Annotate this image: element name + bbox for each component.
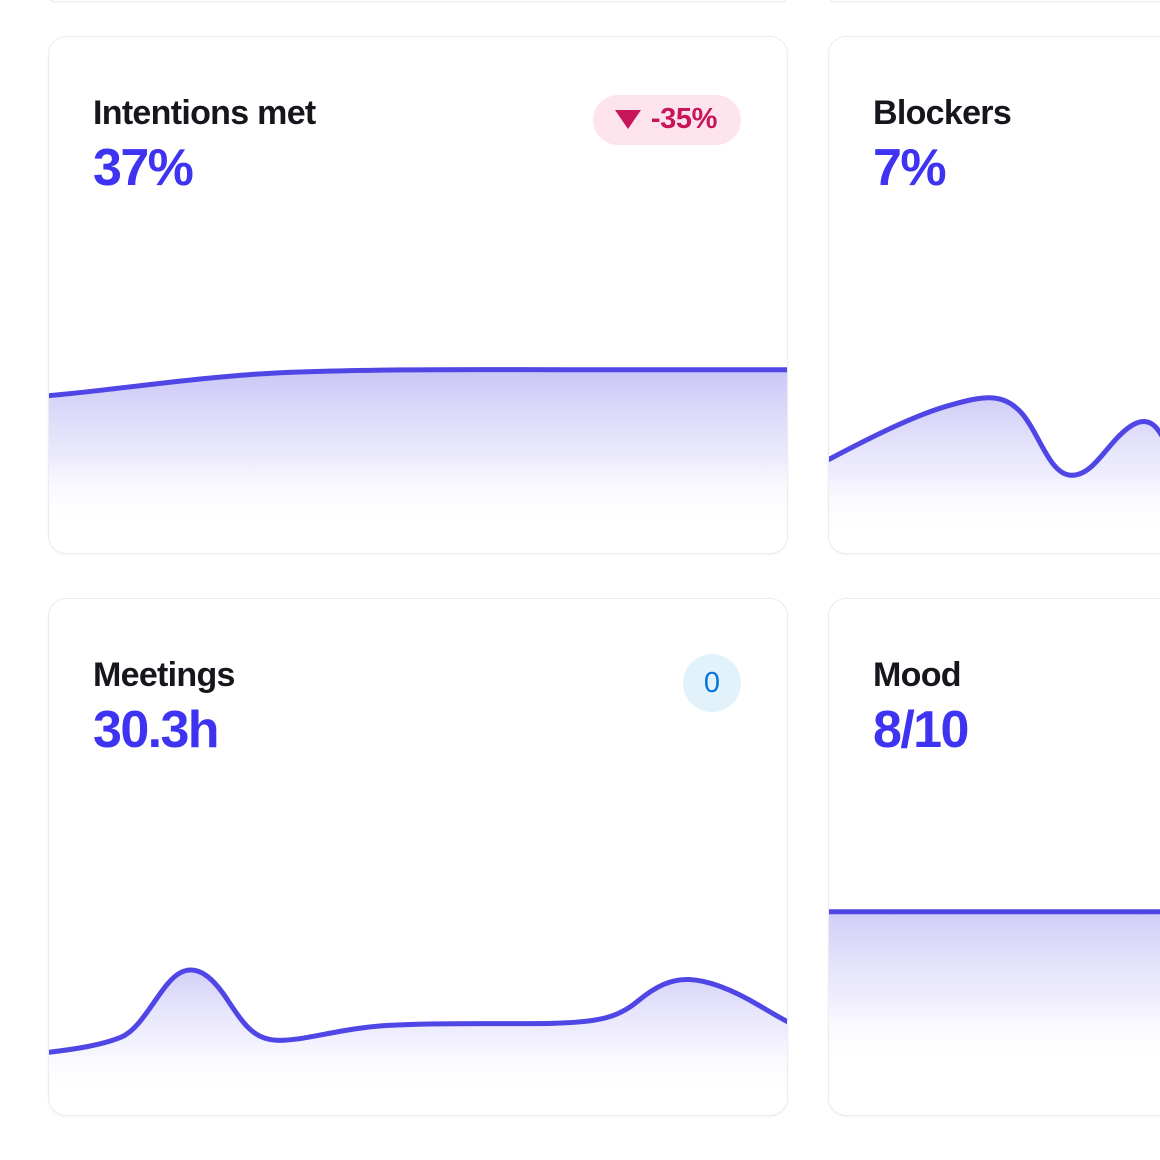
intentions-met-sparkline	[49, 37, 787, 526]
triangle-down-icon	[614, 110, 641, 129]
count-label: 0	[703, 666, 721, 699]
status-badge-delta[interactable]: -35%	[592, 95, 741, 145]
blockers-sparkline	[829, 37, 1160, 536]
card-title: Meetings	[93, 656, 235, 694]
meetings-sparkline	[49, 599, 787, 1098]
metric-card-meetings[interactable]: Meetings 30.3h 0	[48, 598, 788, 1116]
card-value: 7%	[873, 139, 947, 198]
card-value: 37%	[93, 139, 194, 198]
card-header: Intentions met 37% -35%	[49, 37, 787, 198]
delta-label: -35%	[650, 103, 718, 135]
clipped-card-right[interactable]	[828, 0, 1160, 2]
card-header: Meetings 30.3h 0	[49, 599, 787, 760]
metric-card-blockers[interactable]: Blockers 7%	[828, 36, 1160, 554]
card-title: Mood	[873, 656, 962, 694]
metric-card-mood[interactable]: Mood 8/10	[828, 598, 1160, 1116]
card-title: Intentions met	[93, 94, 316, 132]
card-value: 8/10	[873, 701, 969, 760]
card-title: Blockers	[873, 94, 1012, 132]
clipped-card-left[interactable]	[48, 0, 788, 2]
metric-card-intentions-met[interactable]: Intentions met 37% -35%	[48, 36, 788, 554]
card-header: Blockers 7%	[829, 37, 1160, 198]
previous-row-clipped	[0, 0, 1160, 2]
card-header: Mood 8/10	[829, 599, 1160, 760]
card-value: 30.3h	[93, 701, 220, 760]
status-badge-count[interactable]: 0	[683, 654, 741, 712]
mood-sparkline	[829, 599, 1160, 1068]
